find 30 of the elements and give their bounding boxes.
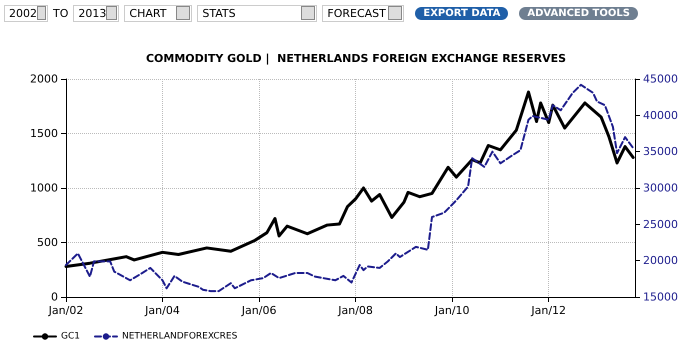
legend-label: GC1	[61, 332, 80, 342]
y2-tick-label: 20000	[643, 254, 678, 268]
x-tick-label: Jan/06	[240, 304, 276, 317]
y2-tick-label: 40000	[643, 108, 678, 122]
button: ADVANCED TOOLS	[519, 6, 638, 20]
legend-label: NETHERLANDFOREXCRES	[122, 332, 238, 342]
dropdown-field: 2002	[4, 4, 48, 22]
x-tick-label: Jan/10	[434, 304, 470, 317]
y2-tick-label: 15000	[643, 290, 678, 304]
dropdown-field: CHART	[124, 4, 192, 22]
dropdown-field: STATS	[197, 4, 318, 22]
x-tick-label: Jan/08	[337, 304, 373, 317]
line-series	[65, 84, 634, 292]
y2-tick-label: 25000	[643, 218, 678, 231]
y-tick-label: 0	[51, 290, 58, 304]
y2-tick-label: 35000	[643, 145, 678, 158]
x-tick-label: Jan/02	[48, 304, 84, 317]
chart-title: COMMODITY GOLD | NETHERLANDS FOREIGN EXCHANGE RESERVES	[146, 52, 566, 65]
y-tick-label: 2000	[30, 72, 58, 86]
y2-tick-label: 30000	[643, 182, 678, 194]
dropdown-field: 2013	[73, 4, 120, 22]
y-tick-label: 1500	[30, 127, 58, 140]
y-tick-label: 500	[37, 236, 58, 249]
x-tick-label: Jan/12	[530, 304, 566, 317]
text: TO	[53, 6, 68, 20]
y-tick-label: 1000	[30, 182, 58, 194]
x-tick-label: Jan/04	[144, 304, 180, 317]
dropdown-field: FORECAST	[322, 4, 404, 22]
button: EXPORT DATA	[415, 6, 508, 20]
y2-tick-label: 45000	[643, 72, 678, 86]
